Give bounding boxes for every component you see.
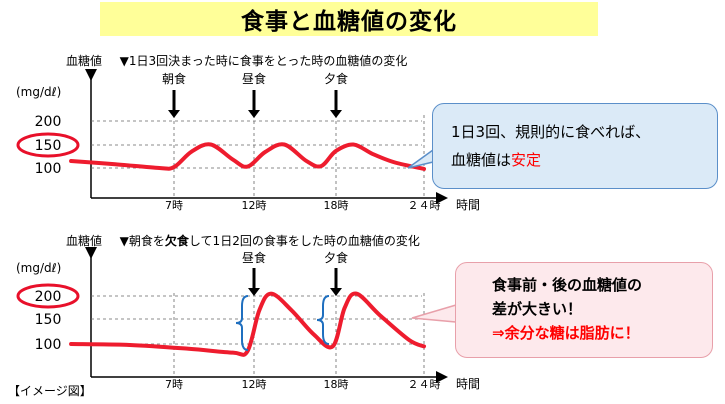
y-unit-label: (mg/dℓ) xyxy=(16,85,61,99)
callout-stable-line2: 血糖値は安定 xyxy=(451,146,707,174)
chart2-title-prefix: ▼朝食を xyxy=(119,234,165,248)
x-tick-label: 18時 xyxy=(324,199,349,212)
chart2-title-emphasis: 欠食 xyxy=(164,234,189,248)
chart2-header: 血糖値 ▼朝食を欠食して1日2回の食事をした時の血糖値の変化 xyxy=(66,232,420,249)
x-tick-label: 7時 xyxy=(165,378,183,391)
x-tick-label: 7時 xyxy=(165,199,183,212)
meal-label: 昼食 xyxy=(242,71,266,86)
chart1-header: 血糖値 ▼1日3回決まった時に食事をとった時の血糖値の変化 xyxy=(66,52,407,69)
meal-label: 夕食 xyxy=(324,250,348,265)
x-tick-label: ２４時 xyxy=(408,199,441,212)
highlight-ellipse xyxy=(16,283,80,309)
callout-stable: 1日3回、規則的に食べれば、 血糖値は安定 xyxy=(432,103,718,189)
y-tick-label: 150 xyxy=(35,312,62,328)
footer-note: 【イメージ図】 xyxy=(8,384,92,398)
callout-warning-line1: 食事前・後の血糖値の xyxy=(492,276,643,294)
chart2: (mg/dℓ) 200 150 100 7時 12時 18時 ２４時 時間 昼食 夕食 xyxy=(16,247,480,391)
highlight-ellipse xyxy=(16,132,80,158)
chart2-title-suffix: して1日2回の食事をした時の血糖値の変化 xyxy=(188,234,420,248)
difference-bracket xyxy=(316,295,330,345)
meal-arrow-head xyxy=(168,110,180,118)
callout-warning-line3: ⇒余分な糖は脂肪に！ xyxy=(492,324,640,342)
callout-stable-tail xyxy=(407,148,434,169)
glucose-curve xyxy=(69,291,426,357)
chart1-label-left: 血糖値 xyxy=(66,54,103,68)
meal-arrow-head xyxy=(330,288,342,296)
callout-stable-line1: 1日3回、規則的に食べれば、 xyxy=(451,123,651,141)
callout-warning: 食事前・後の血糖値の 差が大きい！ ⇒余分な糖は脂肪に！ xyxy=(455,262,713,358)
difference-bracket xyxy=(235,295,249,351)
meal-arrow-head xyxy=(248,110,260,118)
chart1-title: ▼1日3回決まった時に食事をとった時の血糖値の変化 xyxy=(119,54,408,68)
x-tick-label: 12時 xyxy=(242,199,267,212)
x-axis-label: 時間 xyxy=(456,198,480,212)
y-tick-label: 100 xyxy=(35,337,62,353)
chart1: (mg/dℓ) 200 150 100 7時 12時 18時 ２４時 時間 朝食 昼食 夕食 xyxy=(16,69,480,212)
callout-stable-prefix: 血糖値は xyxy=(451,151,512,169)
x-tick-label: 12時 xyxy=(242,378,267,391)
meal-arrow-head xyxy=(248,288,260,296)
x-tick-label: ２４時 xyxy=(408,378,441,391)
meal-label: 夕食 xyxy=(324,71,348,86)
meal-label: 朝食 xyxy=(162,71,186,86)
title-banner: 食事と血糖値の変化 xyxy=(100,2,598,36)
callout-stable-highlight: 安定 xyxy=(511,151,542,169)
y-tick-label: 150 xyxy=(35,138,62,154)
y-tick-label: 200 xyxy=(35,289,62,305)
x-tick-label: 18時 xyxy=(324,378,349,391)
callout-warning-line2: 差が大きい！ xyxy=(492,300,583,318)
page-title: 食事と血糖値の変化 xyxy=(241,9,457,35)
y-unit-label: (mg/dℓ) xyxy=(16,261,61,275)
meal-arrow-head xyxy=(330,110,342,118)
y-tick-label: 200 xyxy=(35,114,62,130)
chart2-label-left: 血糖値 xyxy=(66,234,103,248)
y-tick-label: 100 xyxy=(35,161,62,177)
glucose-curve xyxy=(69,142,426,171)
x-axis-label: 時間 xyxy=(456,377,480,391)
meal-label: 昼食 xyxy=(242,250,266,265)
callout-warning-tail xyxy=(411,303,457,323)
